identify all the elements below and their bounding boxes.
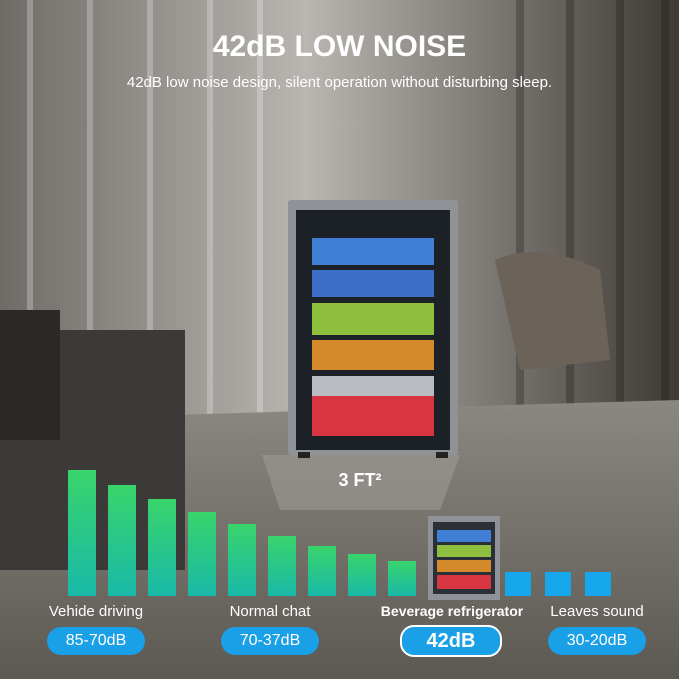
level-range: 70-37dB [221,627,319,655]
refrigerator [288,200,458,458]
small-fridge [428,516,500,600]
subtitle: 42dB low noise design, silent operation … [126,74,553,91]
noise-bars [68,470,416,596]
level-range: 42dB [400,625,502,657]
quiet-bars [505,572,611,596]
level-label: Vehide driving [48,603,144,620]
level-label: Normal chat [229,603,311,620]
level-label: Beverage refrigerator [380,603,524,619]
level-range: 85-70dB [47,627,145,655]
level-range: 30-20dB [548,627,646,655]
level-label: Leaves sound [550,603,644,620]
floor-label: 3 FT² [338,470,382,490]
title: 42dB LOW NOISE [212,30,467,63]
